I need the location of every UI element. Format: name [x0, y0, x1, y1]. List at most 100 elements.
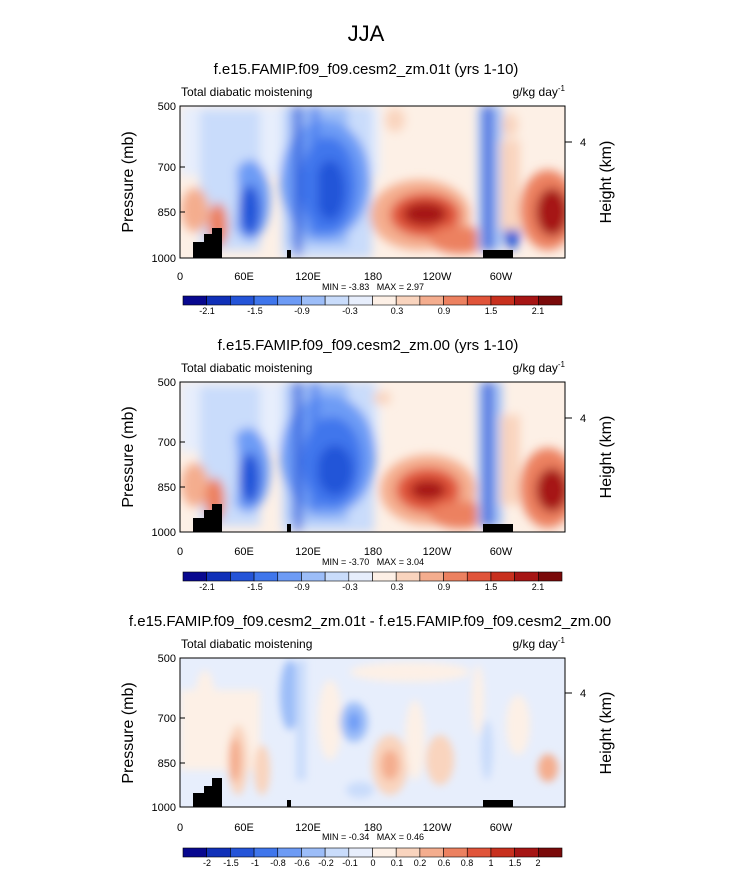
- colorbar-swatch: [395, 295, 421, 306]
- colorbar: [182, 295, 563, 306]
- x-tick-label: 60W: [490, 546, 513, 558]
- colorbar-swatch: [324, 295, 350, 306]
- x-tick-label: 0: [177, 546, 183, 558]
- y-tick-label: 500: [158, 653, 176, 665]
- colorbar-swatch: [230, 571, 255, 582]
- colorbar-swatch: [253, 571, 279, 582]
- colorbar-label: 2.1: [532, 306, 545, 316]
- plot-frame: [179, 657, 566, 808]
- colorbar-swatch: [538, 295, 563, 306]
- colorbar-swatch: [443, 295, 468, 306]
- colorbar-swatch: [348, 571, 373, 582]
- y-tick-label: 850: [158, 207, 176, 219]
- colorbar-label: -0.8: [270, 858, 286, 868]
- y-tick-label: 850: [158, 482, 176, 494]
- y-tick-label: 1000: [152, 527, 176, 539]
- colorbar-swatch: [324, 847, 350, 858]
- y-tick-label: 1000: [152, 802, 176, 814]
- x-tick-label: 120E: [295, 271, 321, 283]
- colorbar-label: 1.5: [485, 306, 498, 316]
- colorbar-swatch: [538, 847, 563, 858]
- colorbar-swatch: [466, 295, 492, 306]
- colorbar-swatch: [538, 571, 563, 582]
- heatmap-field: [180, 382, 565, 532]
- x-tick-label: 120W: [423, 546, 452, 558]
- heatmap-field: [180, 106, 565, 258]
- colorbar-labels: -2.1 -1.5 -0.9 -0.3 0.3 0.9 1.5 2.1: [199, 582, 544, 592]
- colorbar-label: 1: [488, 858, 493, 868]
- colorbar-swatch: [182, 571, 207, 582]
- colorbar-swatch: [372, 295, 397, 306]
- field-label: Total diabatic moistening: [181, 361, 312, 375]
- y-tick-label: 500: [158, 101, 176, 113]
- x-tick-label: 60E: [234, 271, 254, 283]
- min-max-stats: MIN = -3.83 MAX = 2.97: [322, 282, 424, 292]
- colorbar-swatch: [253, 295, 279, 306]
- y2-axis-label: Height (km): [598, 141, 615, 224]
- x-tick-label: 180: [364, 546, 382, 558]
- y-axis-ticks: 500 700 850 1000: [152, 653, 185, 814]
- colorbar-swatch: [324, 571, 350, 582]
- colorbar-swatch: [514, 295, 539, 306]
- colorbar-swatch: [490, 847, 515, 858]
- colorbar-swatch: [206, 847, 231, 858]
- colorbar-label: 0.8: [461, 858, 474, 868]
- colorbar: [182, 571, 563, 582]
- colorbar-label: 0.1: [391, 858, 404, 868]
- colorbar: [182, 847, 563, 858]
- colorbar-swatch: [206, 295, 231, 306]
- heatmap-field: [180, 658, 565, 807]
- y2-tick-label: 4: [580, 137, 586, 149]
- x-tick-label: 120W: [423, 822, 452, 834]
- y-axis-label: Pressure (mb): [120, 682, 137, 783]
- colorbar-label: -2.1: [199, 582, 215, 592]
- colorbar-label: -1.5: [247, 306, 263, 316]
- colorbar-swatch: [182, 295, 207, 306]
- colorbar-label: 0.3: [391, 582, 404, 592]
- colorbar-label: 1.5: [509, 858, 522, 868]
- panel-title: f.e15.FAMIP.f09_f09.cesm2_zm.01t (yrs 1-…: [214, 61, 519, 78]
- colorbar-label: 1.5: [485, 582, 498, 592]
- colorbar-swatch: [301, 847, 326, 858]
- colorbar-label: -1.5: [223, 858, 239, 868]
- panel-title: f.e15.FAMIP.f09_f09.cesm2_zm.00 (yrs 1-1…: [218, 337, 519, 354]
- x-tick-label: 60E: [234, 822, 254, 834]
- colorbar-label: -1.5: [247, 582, 263, 592]
- colorbar-labels: -2 -1.5 -1 -0.8 -0.6 -0.2 -0.1 0 0.1 0.2…: [203, 858, 541, 868]
- colorbar-swatch: [277, 295, 302, 306]
- field-label: Total diabatic moistening: [181, 85, 312, 99]
- x-tick-label: 120W: [423, 271, 452, 283]
- colorbar-swatch: [182, 847, 207, 858]
- x-axis-ticks: 0 60E 120E 180 120W 60W: [177, 822, 513, 834]
- y-tick-label: 700: [158, 162, 176, 174]
- panel-1: f.e15.FAMIP.f09_f09.cesm2_zm.01t (yrs 1-…: [120, 61, 615, 316]
- units-label: g/kg day-1: [513, 360, 566, 375]
- colorbar-label: -0.3: [342, 306, 358, 316]
- x-tick-label: 120E: [295, 822, 321, 834]
- y2-tick-label: 4: [580, 413, 586, 425]
- figure-title: JJA: [348, 21, 385, 46]
- colorbar-label: -0.3: [342, 582, 358, 592]
- y-axis-label: Pressure (mb): [120, 406, 137, 507]
- colorbar-swatch: [348, 847, 373, 858]
- colorbar-swatch: [466, 847, 492, 858]
- colorbar-label: 0.9: [438, 582, 451, 592]
- colorbar-swatch: [490, 295, 515, 306]
- y-tick-label: 1000: [152, 253, 176, 265]
- colorbar-swatch: [372, 847, 397, 858]
- colorbar-swatch: [395, 571, 421, 582]
- y-tick-label: 700: [158, 713, 176, 725]
- y-axis-ticks: 500 700 850 1000: [152, 377, 185, 539]
- colorbar-label: 2.1: [532, 582, 545, 592]
- colorbar-label: -1: [251, 858, 259, 868]
- colorbar-swatch: [348, 295, 373, 306]
- colorbar-label: 0: [370, 858, 375, 868]
- colorbar-swatch: [395, 847, 421, 858]
- colorbar-swatch: [277, 571, 302, 582]
- y2-axis-label: Height (km): [598, 416, 615, 499]
- colorbar-swatch: [253, 847, 279, 858]
- min-max-stats: MIN = -3.70 MAX = 3.04: [322, 557, 424, 567]
- colorbar-swatch: [301, 571, 326, 582]
- units-label: g/kg day-1: [513, 84, 566, 99]
